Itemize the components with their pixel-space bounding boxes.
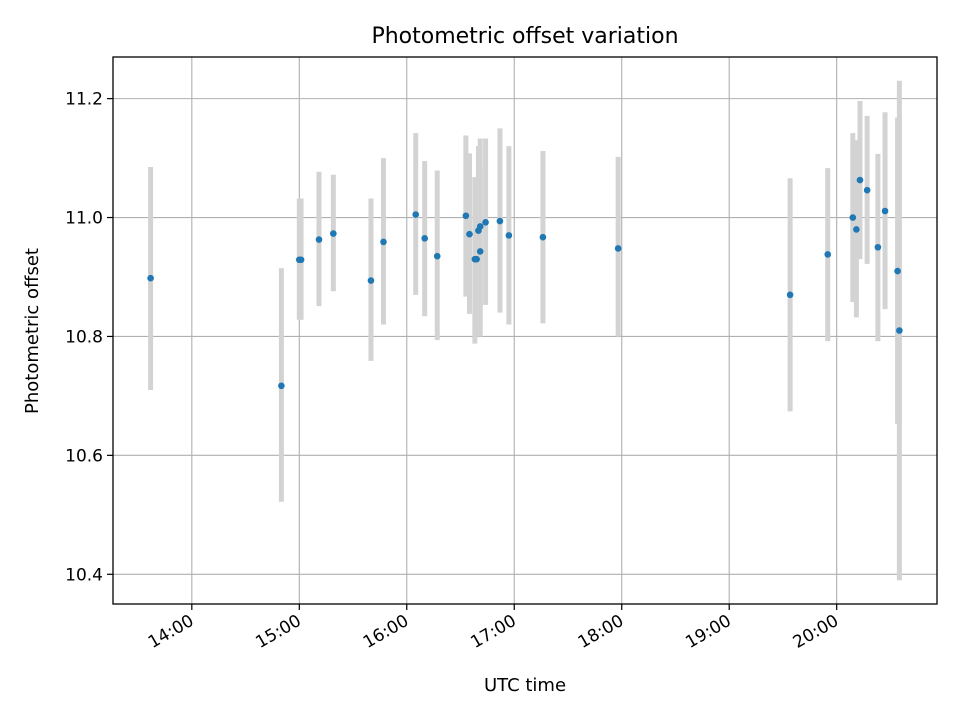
data-point: [462, 212, 470, 220]
data-point: [433, 252, 441, 260]
data-point: [412, 211, 420, 218]
data-point: [476, 223, 484, 230]
data-point: [482, 218, 489, 226]
data-point: [367, 277, 375, 284]
data-point: [147, 274, 154, 282]
data-point: [466, 230, 473, 238]
y-axis-ticks: 10.4 10.6 10.8 11.0 11.2: [65, 90, 113, 585]
y-tick-label: 10.8: [65, 327, 103, 347]
data-point: [896, 327, 903, 334]
data-point: [297, 256, 305, 264]
data-point: [856, 176, 864, 184]
data-point: [330, 230, 337, 237]
chart-title: Photometric offset variation: [371, 24, 678, 49]
y-tick-label: 11.0: [65, 209, 103, 229]
plot-frame: [112, 56, 938, 605]
data-point: [614, 245, 622, 252]
y-tick-label: 10.6: [65, 446, 103, 466]
data-point: [849, 214, 857, 221]
data-point: [874, 243, 882, 251]
data-point: [505, 232, 513, 239]
data-markers: [147, 176, 903, 390]
data-point: [786, 291, 794, 299]
data-point: [278, 382, 285, 390]
data-point: [853, 226, 860, 233]
data-point: [894, 267, 901, 275]
data-point: [421, 235, 428, 242]
x-axis-label: UTC time: [484, 675, 566, 696]
y-tick-label: 10.4: [65, 565, 103, 585]
data-point: [881, 207, 889, 215]
data-point: [315, 236, 323, 243]
y-axis-label: Photometric offset: [22, 248, 43, 414]
grid: [113, 57, 937, 604]
data-point: [473, 255, 480, 263]
data-point: [476, 248, 484, 255]
y-tick-label: 11.2: [65, 90, 103, 110]
data-point: [539, 233, 547, 241]
data-point: [863, 186, 871, 194]
data-point: [380, 238, 387, 246]
data-point: [496, 217, 504, 225]
data-point: [824, 251, 832, 258]
